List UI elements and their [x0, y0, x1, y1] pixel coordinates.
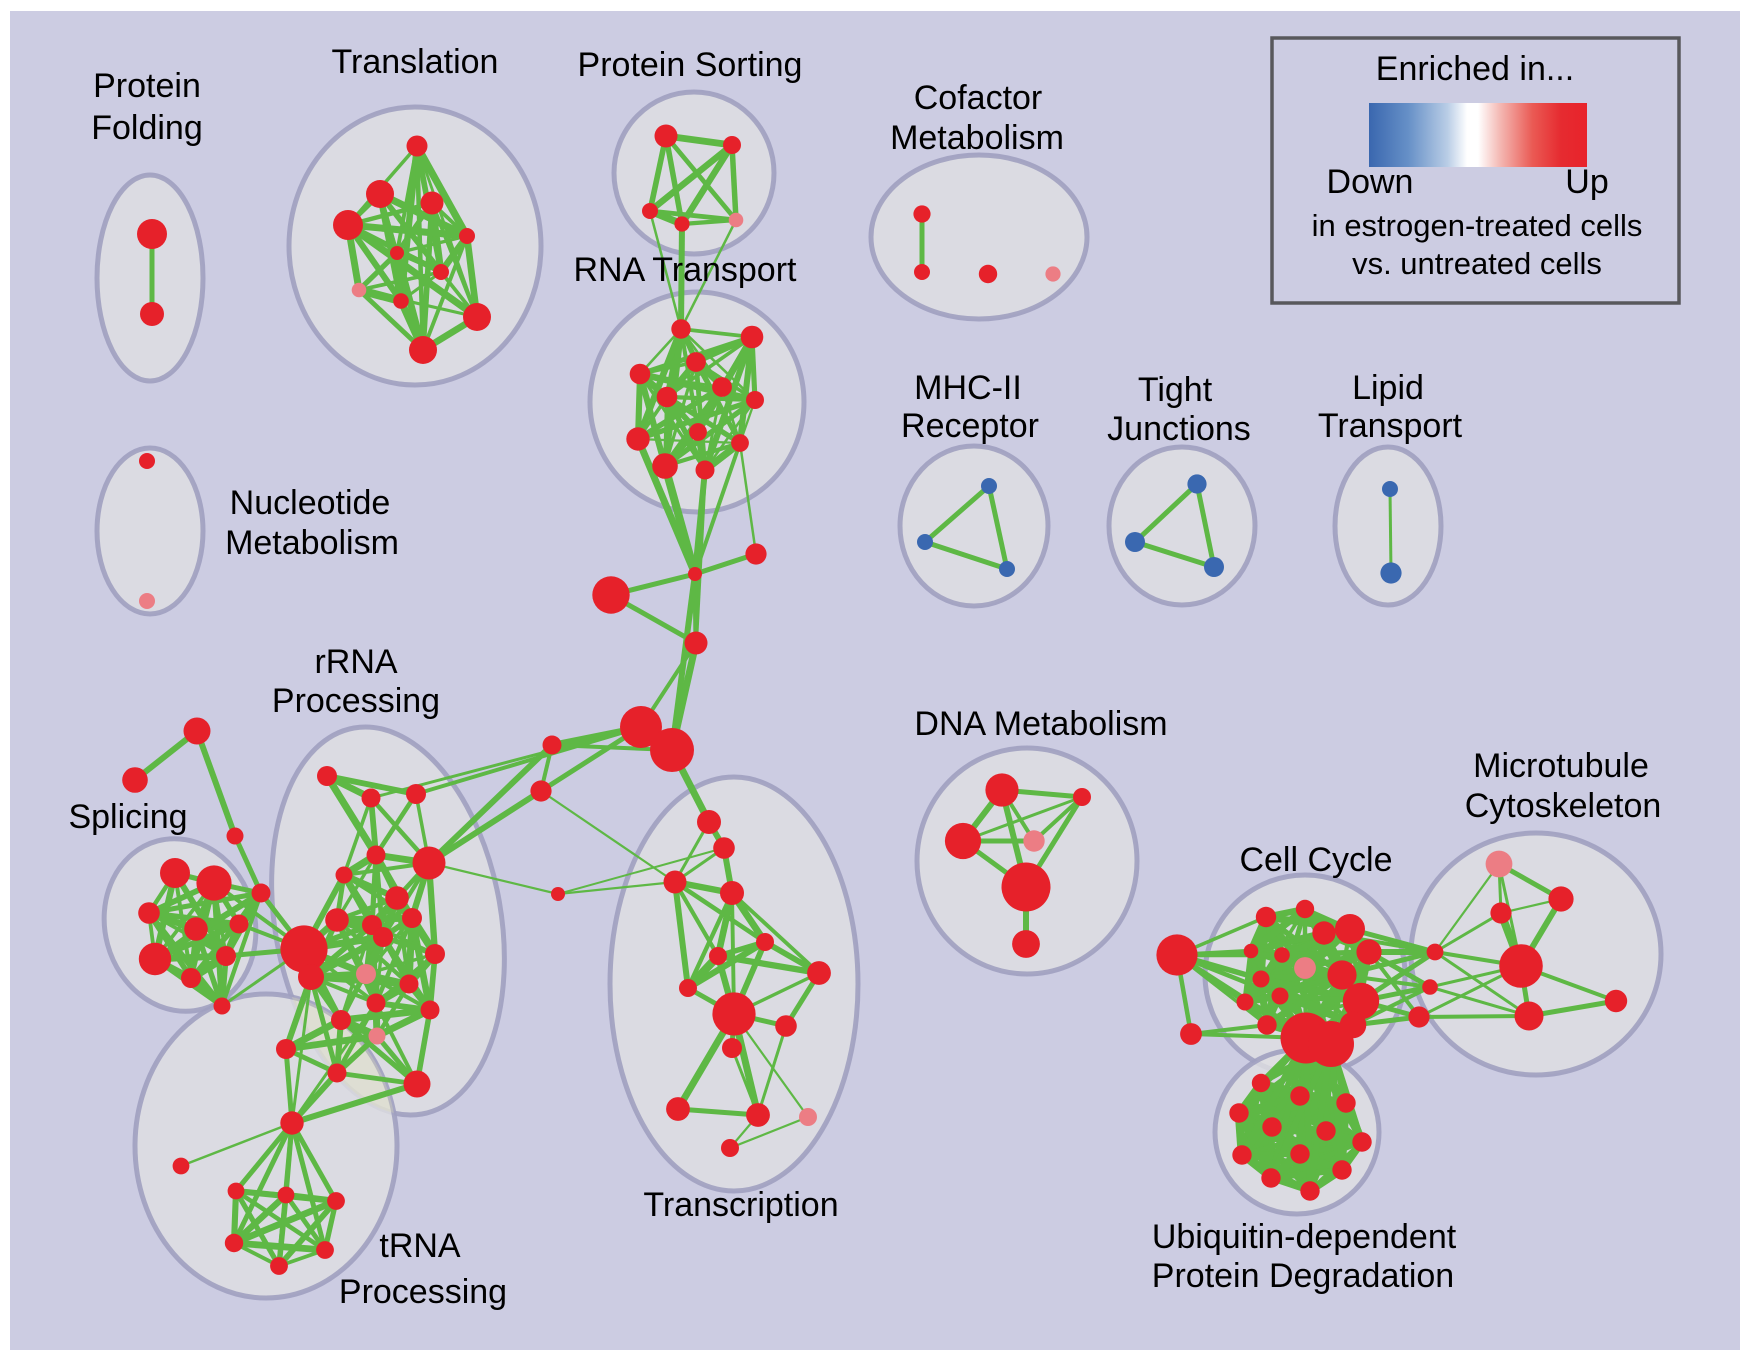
svg-text:rRNA: rRNA	[314, 643, 397, 681]
svg-text:Processing: Processing	[272, 682, 440, 720]
svg-text:Transport: Transport	[1318, 407, 1463, 445]
svg-text:Protein Degradation: Protein Degradation	[1152, 1257, 1454, 1295]
svg-text:Cell Cycle: Cell Cycle	[1239, 841, 1392, 879]
svg-text:MHC-II: MHC-II	[914, 369, 1022, 407]
svg-text:Enriched in...: Enriched in...	[1376, 50, 1574, 88]
svg-text:Down: Down	[1327, 163, 1414, 201]
svg-text:Metabolism: Metabolism	[225, 524, 399, 562]
svg-text:DNA Metabolism: DNA Metabolism	[914, 705, 1167, 743]
svg-text:Up: Up	[1565, 163, 1608, 201]
svg-text:vs. untreated cells: vs. untreated cells	[1352, 246, 1602, 281]
svg-text:Lipid: Lipid	[1352, 369, 1424, 407]
svg-text:Metabolism: Metabolism	[890, 119, 1064, 157]
svg-text:Tight: Tight	[1138, 371, 1213, 409]
svg-text:tRNA: tRNA	[379, 1227, 461, 1265]
svg-text:Folding: Folding	[91, 109, 203, 147]
svg-text:RNA Transport: RNA Transport	[574, 251, 798, 289]
svg-text:Protein Sorting: Protein Sorting	[578, 46, 803, 84]
svg-text:Cofactor: Cofactor	[914, 79, 1043, 117]
svg-text:Receptor: Receptor	[901, 407, 1039, 445]
svg-text:Cytoskeleton: Cytoskeleton	[1465, 787, 1662, 825]
svg-text:Junctions: Junctions	[1107, 410, 1251, 448]
svg-text:Nucleotide: Nucleotide	[230, 484, 391, 522]
svg-text:Ubiquitin-dependent: Ubiquitin-dependent	[1152, 1218, 1457, 1256]
svg-text:in estrogen-treated cells: in estrogen-treated cells	[1312, 208, 1643, 243]
svg-text:Microtubule: Microtubule	[1473, 747, 1649, 785]
svg-text:Processing: Processing	[339, 1273, 507, 1311]
svg-text:Splicing: Splicing	[68, 798, 187, 836]
svg-text:Transcription: Transcription	[643, 1186, 838, 1224]
svg-text:Protein: Protein	[93, 67, 201, 105]
svg-text:Translation: Translation	[332, 43, 499, 81]
